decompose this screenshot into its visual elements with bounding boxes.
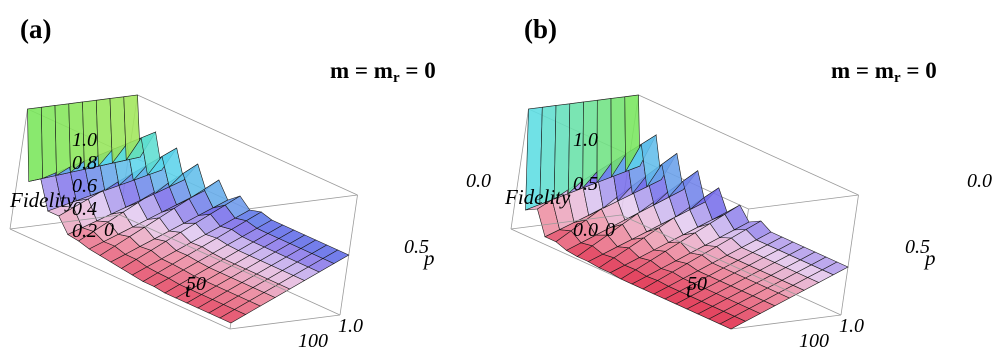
plot-a-surface-patch-0-7 xyxy=(27,106,43,182)
z-tick-a-10: 1.0 xyxy=(72,129,97,151)
y-axis-title-a: p xyxy=(424,246,435,270)
chart-panel-b: (b) m = mr = 0 Fidelity t p 0 50 100 0.0… xyxy=(501,0,1002,360)
plot-b-front-edge-0 xyxy=(620,214,842,316)
model-annotation-b: m = mr = 0 xyxy=(831,58,937,86)
z-axis-title-a: Fidelity xyxy=(10,188,76,212)
plot-a-surface-patch-0-5 xyxy=(54,103,71,176)
plot-a-box-edge-1 xyxy=(9,108,28,230)
x-axis-title-b: t xyxy=(686,278,692,302)
plot-a-box-edge-9 xyxy=(229,314,341,330)
plot-a-front-edge-0 xyxy=(119,214,341,316)
y-tick-b-05: 0.5 xyxy=(905,236,930,258)
x-tick-b-100: 100 xyxy=(799,330,829,352)
plot-a-surface-patch-19-0 xyxy=(322,249,350,264)
plot-a-surface-patch-0-6 xyxy=(40,105,57,179)
plot-a-box-edge-4 xyxy=(137,94,358,196)
y-tick-b-0: 0.0 xyxy=(967,170,992,192)
plot-b-front-axes xyxy=(510,214,842,316)
z-tick-b-05: 0.5 xyxy=(573,173,598,195)
z-tick-a-08: 0.8 xyxy=(72,152,97,174)
z-tick-a-02: 0.2 xyxy=(72,220,97,242)
panel-label-b: (b) xyxy=(524,14,557,44)
y-tick-a-1: 1.0 xyxy=(338,315,363,337)
y-tick-a-05: 0.5 xyxy=(404,236,429,258)
surface-plot-a xyxy=(9,94,358,330)
z-tick-b-00: 0.0 xyxy=(573,219,598,241)
x-tick-a-0: 0 xyxy=(104,219,114,241)
plot-b-surface-patch-19-0 xyxy=(821,261,849,276)
plot-b-box-edge-3 xyxy=(840,194,859,316)
plot-a-front-edge-1 xyxy=(9,214,121,230)
x-tick-b-50: 50 xyxy=(687,273,707,295)
z-axis-title-b: Fidelity xyxy=(505,185,571,209)
plot-a-front-axes xyxy=(9,214,341,316)
plot-a-box-edge-6 xyxy=(247,194,358,210)
plot-b-box-edge-6 xyxy=(748,194,859,210)
y-tick-b-1: 1.0 xyxy=(839,315,864,337)
x-axis-title-a: t xyxy=(185,278,191,302)
z-tick-b-10: 1.0 xyxy=(573,129,598,151)
z-tick-a-06: 0.6 xyxy=(72,175,97,197)
plot-a-surface xyxy=(27,94,350,324)
panel-label-a: (a) xyxy=(20,14,52,44)
surface-plot-b xyxy=(510,94,859,330)
plot-b-box-edge-1 xyxy=(510,108,529,230)
x-tick-b-0: 0 xyxy=(605,219,615,241)
chart-panel-a: (a) m = mr = 0 Fidelity t p 0 50 100 0.0… xyxy=(9,14,491,352)
y-tick-a-0: 0.0 xyxy=(466,170,491,192)
plot-b-front-edge-1 xyxy=(510,214,622,230)
plot-b-surface xyxy=(525,94,849,330)
plot-b-box-edge-9 xyxy=(730,314,842,330)
model-annotation-a: m = mr = 0 xyxy=(330,58,436,86)
plot-a-box-edge-8 xyxy=(9,228,231,330)
y-axis-title-b: p xyxy=(925,246,936,270)
x-tick-a-50: 50 xyxy=(186,273,206,295)
x-tick-a-100: 100 xyxy=(298,330,328,352)
plot-b-box-edge-4 xyxy=(638,94,859,196)
z-tick-a-04: 0.4 xyxy=(72,198,97,220)
